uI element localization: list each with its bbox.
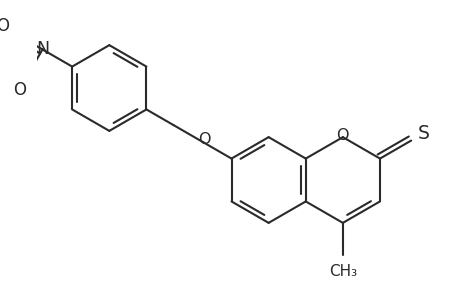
Text: S: S [417, 124, 429, 143]
Text: O: O [0, 17, 9, 35]
Text: O: O [336, 128, 348, 143]
Text: CH₃: CH₃ [328, 264, 356, 279]
Text: O: O [197, 132, 210, 147]
Text: N: N [36, 40, 49, 58]
Text: O: O [13, 80, 26, 98]
